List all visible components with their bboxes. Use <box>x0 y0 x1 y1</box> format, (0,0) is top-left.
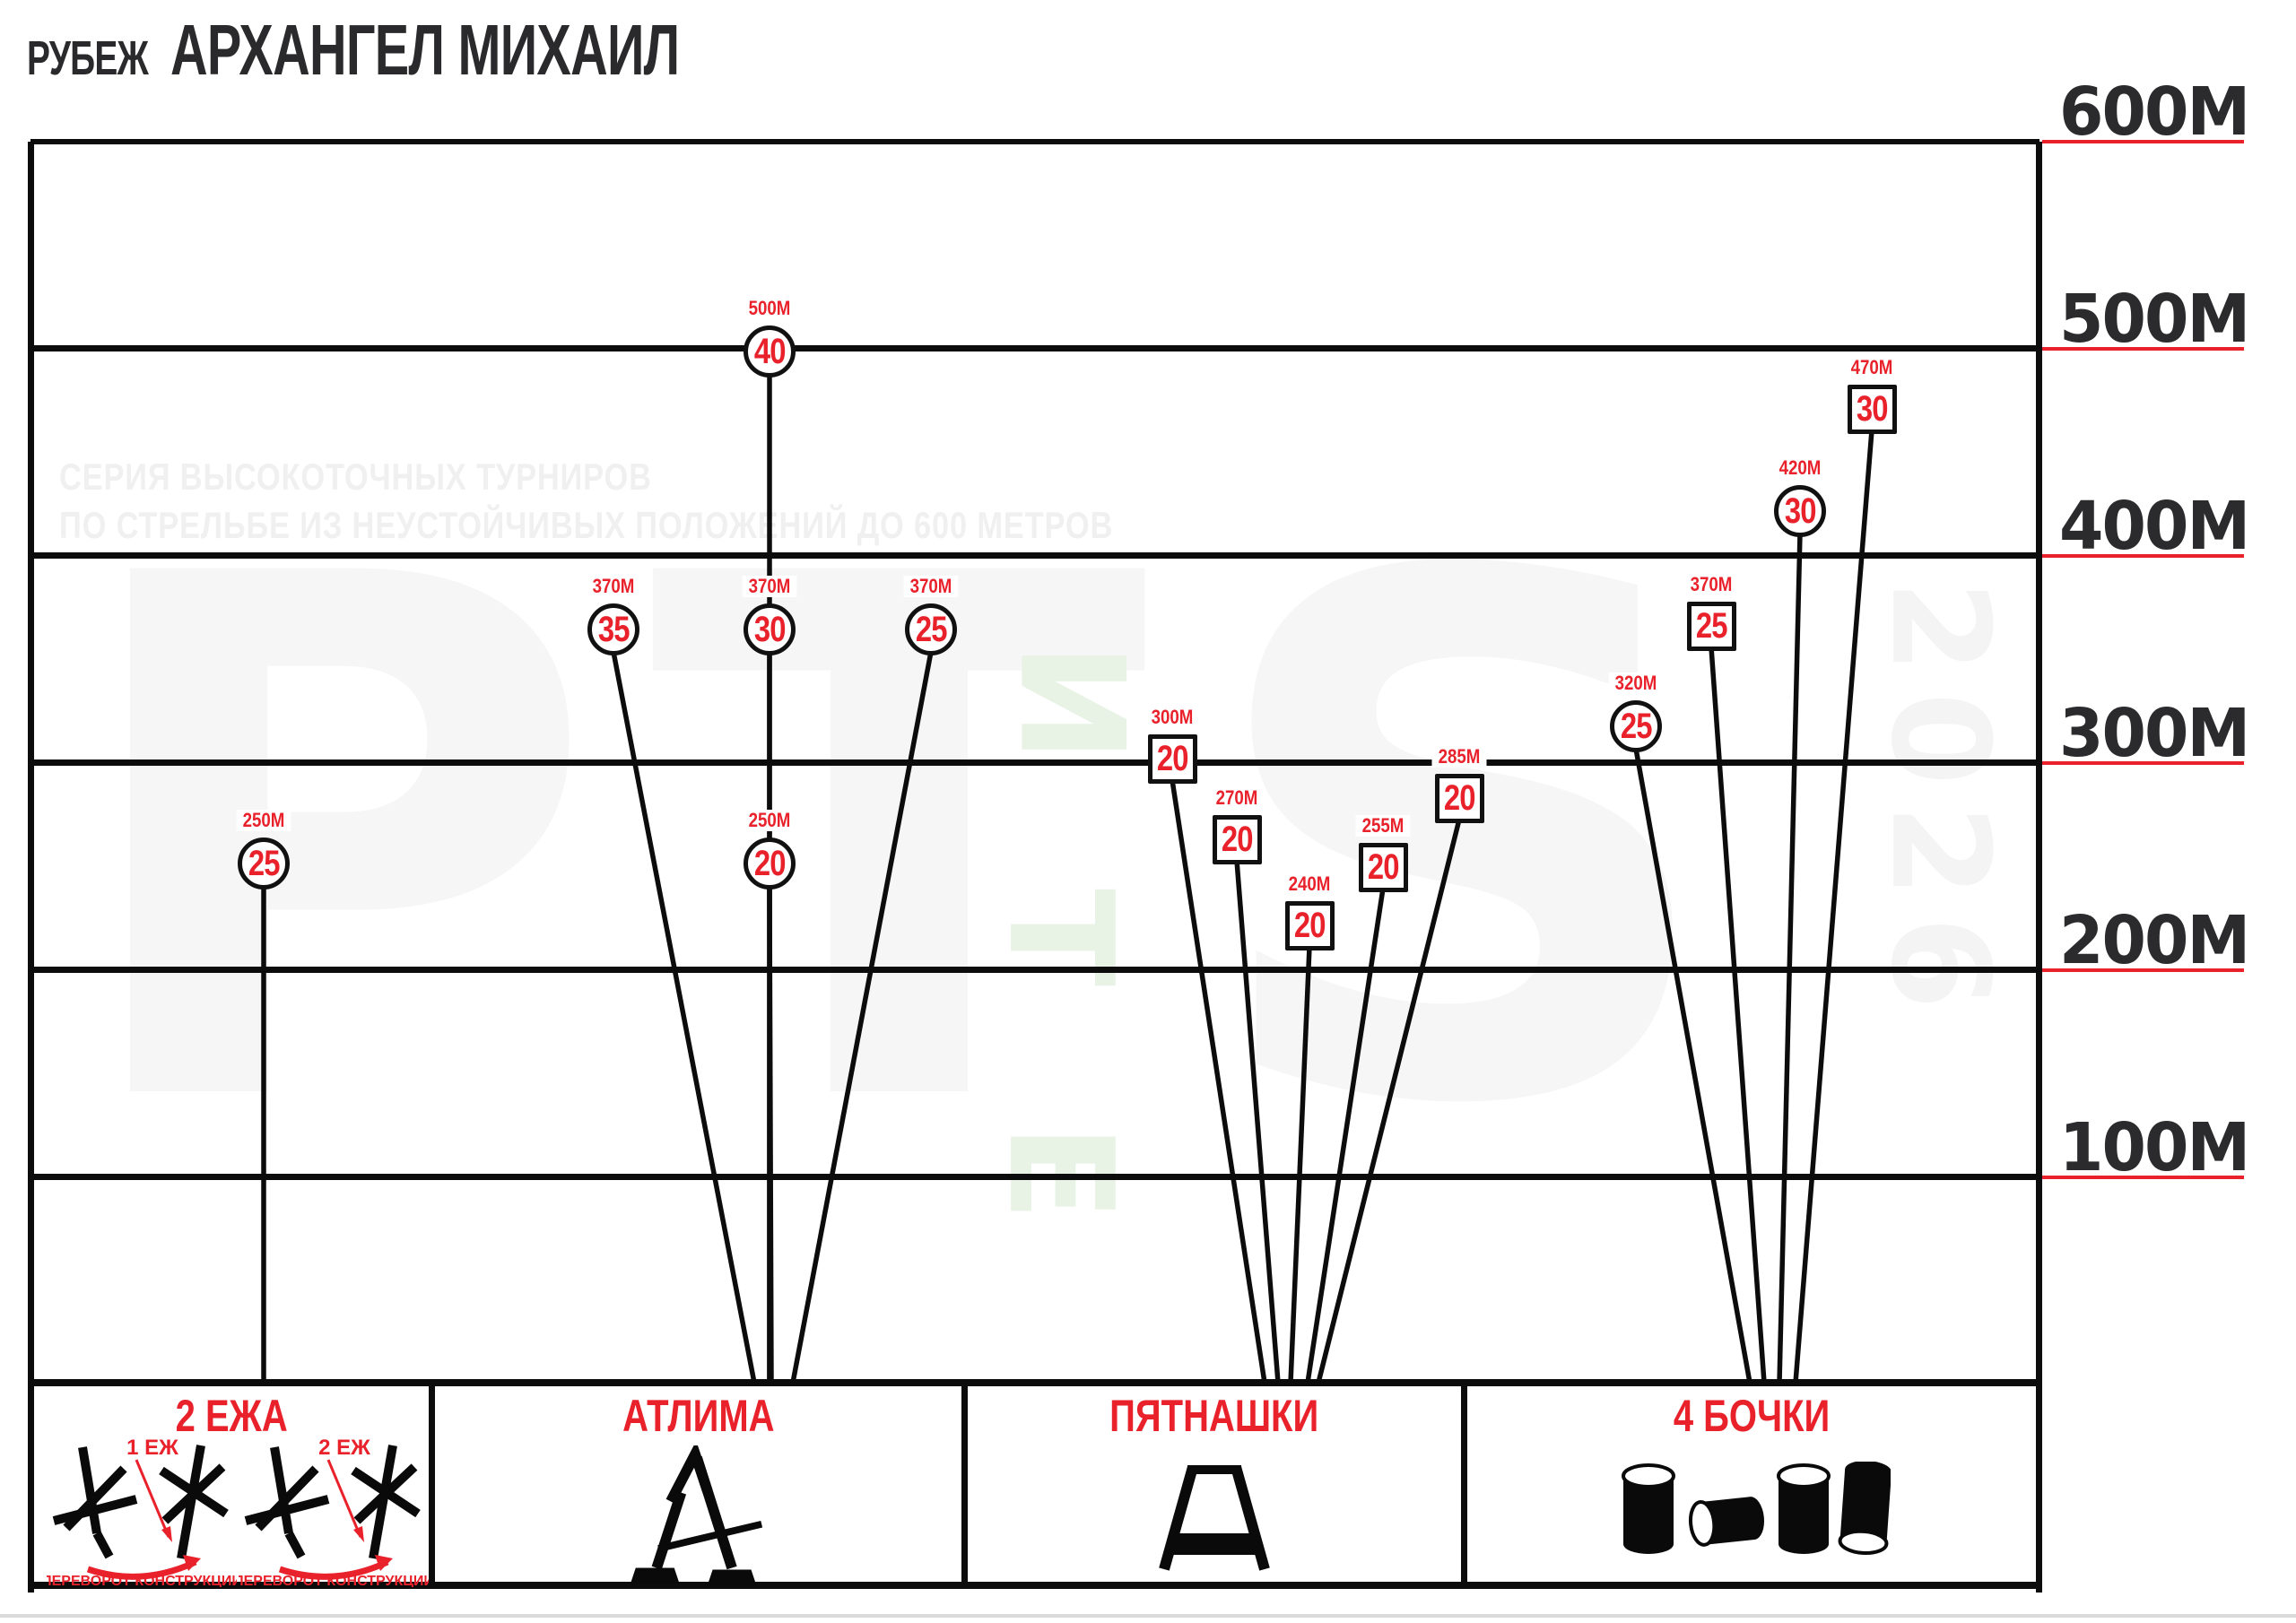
atlima-a-frame-icon <box>627 1440 770 1590</box>
target-marker-250M-20: 20 <box>744 838 796 890</box>
sight-line-4 БОЧКИ-320M <box>1633 748 1752 1384</box>
target-marker-300M-20: 20 <box>1147 733 1197 784</box>
grid-line-400m <box>30 552 2039 559</box>
target-marker-470M-30: 30 <box>1847 384 1897 434</box>
target-marker-370M-30: 30 <box>744 603 796 655</box>
stage-row: 2 ЕЖА <box>28 1379 2042 1589</box>
stage-title-2-ezha: 2 ЕЖА <box>175 1391 288 1441</box>
target-marker-500M-40: 40 <box>744 325 796 378</box>
target-distance-370M: 370M <box>586 576 641 597</box>
page-title-prefix: РУБЕЖ <box>27 31 149 85</box>
grid-line-100m <box>30 1174 2039 1180</box>
grid-line-600m <box>30 139 2039 144</box>
barrel-upright-1 <box>1622 1463 1675 1554</box>
watermark-line-1: СЕРИЯ ВЫСОКОТОЧНЫХ ТУРНИРОВ <box>59 456 652 498</box>
grid-line-300m <box>30 759 2039 766</box>
target-marker-370M-35: 35 <box>587 603 639 655</box>
stage-title-atlima: АТЛИМА <box>622 1391 775 1441</box>
hedgehog-1-flip-note: ПЕРЕВОРОТ КОНСТРУКЦИИ <box>47 1574 237 1587</box>
barrels-icon <box>1613 1460 1892 1567</box>
distance-rule-100m <box>2042 1176 2244 1179</box>
sight-line-ПЯТНАШКИ-240M <box>1288 946 1312 1384</box>
sight-line-ПЯТНАШКИ-300M <box>1170 779 1267 1384</box>
target-marker-240M-20: 20 <box>1284 900 1335 950</box>
target-distance-255M: 255M <box>1355 814 1411 837</box>
target-distance-370M: 370M <box>1683 573 1739 595</box>
stage-box-atlima: АТЛИМА <box>435 1379 968 1589</box>
distance-rule-500m <box>2042 347 2244 351</box>
target-marker-420M-30: 30 <box>1774 485 1826 537</box>
grid-line-500m <box>30 345 2039 352</box>
page-bottom-rule <box>0 1614 2296 1618</box>
target-marker-320M-25: 25 <box>1610 700 1662 752</box>
pyatnashki-a-frame-icon <box>1143 1465 1286 1575</box>
target-distance-250M: 250M <box>742 810 797 831</box>
distance-rule-200m <box>2042 968 2244 972</box>
stage-box-4-bochki: 4 БОЧКИ <box>1467 1379 2042 1589</box>
page-title-main: АРХАНГЕЛ МИХАИЛ <box>170 10 680 90</box>
sight-line-4 БОЧКИ-420M <box>1777 533 1803 1384</box>
distance-label-100m: 100M <box>2059 1109 2250 1186</box>
distance-label-500m: 500M <box>2059 281 2250 358</box>
sight-line-ПЯТНАШКИ-270M <box>1234 860 1281 1384</box>
sight-line-ПЯТНАШКИ-255M <box>1305 888 1386 1384</box>
barrel-side <box>1688 1497 1765 1547</box>
target-distance-285M: 285M <box>1431 745 1487 768</box>
hedgehog-1-icon: 1 ЕЖ ПЕРЕВОРОТ КОНСТРУКЦИИ <box>41 1433 242 1592</box>
sight-line-АТЛИМА-370M <box>611 651 757 1384</box>
target-marker-270M-20: 20 <box>1212 814 1262 864</box>
hedgehog-2-flip-note: ПЕРЕВОРОТ КОНСТРУКЦИИ <box>239 1574 429 1587</box>
target-marker-250M-25: 25 <box>238 838 290 890</box>
target-distance-370M: 370M <box>742 576 797 597</box>
barrel-inverted <box>1838 1460 1892 1556</box>
sight-line-ПЯТНАШКИ-285M <box>1316 819 1462 1384</box>
target-distance-370M: 370M <box>903 576 959 597</box>
distance-label-300m: 300M <box>2059 695 2250 772</box>
sight-line-АТЛИМА-370M <box>790 651 934 1384</box>
target-marker-370M-25: 25 <box>905 603 957 655</box>
target-distance-270M: 270M <box>1209 786 1265 809</box>
sight-line-АТЛИМА-250M <box>767 885 774 1384</box>
distance-rule-300m <box>2042 761 2244 765</box>
stage-box-pyatnashki: ПЯТНАШКИ <box>968 1379 1467 1589</box>
target-marker-370M-25: 25 <box>1686 601 1736 651</box>
hedgehog-1-label: 1 ЕЖ <box>126 1436 178 1460</box>
target-distance-250M: 250M <box>236 810 291 831</box>
target-marker-255M-20: 20 <box>1358 842 1408 892</box>
stage-title-4-bochki: 4 БОЧКИ <box>1673 1391 1831 1441</box>
target-distance-470M: 470M <box>1844 356 1900 378</box>
distance-rule-600m <box>2042 140 2244 143</box>
target-distance-300M: 300M <box>1144 706 1200 728</box>
target-distance-420M: 420M <box>1772 457 1828 479</box>
page-title: РУБЕЖ АРХАНГЕЛ МИХАИЛ <box>27 9 877 91</box>
target-distance-240M: 240M <box>1282 872 1337 895</box>
stage-box-2-ezha: 2 ЕЖА <box>28 1379 435 1589</box>
distance-label-200m: 200M <box>2059 902 2250 979</box>
hedgehog-2-icon: 2 ЕЖ ПЕРЕВОРОТ КОНСТРУКЦИИ <box>233 1433 434 1592</box>
distance-rule-400m <box>2042 554 2244 558</box>
grid-left-border <box>28 142 34 1593</box>
target-marker-285M-20: 20 <box>1434 773 1484 823</box>
target-distance-500M: 500M <box>742 298 797 319</box>
sight-line-4 БОЧКИ-370M <box>1709 647 1767 1384</box>
hedgehog-2-label: 2 ЕЖ <box>318 1436 370 1460</box>
target-distance-320M: 320M <box>1608 673 1664 694</box>
grid-right-border <box>2036 142 2042 1593</box>
barrel-upright-2 <box>1777 1463 1831 1554</box>
sight-line-4 БОЧКИ-470M <box>1793 430 1874 1384</box>
watermark-line-2: ПО СТРЕЛЬБЕ ИЗ НЕУСТОЙЧИВЫХ ПОЛОЖЕНИЙ ДО… <box>59 504 1114 546</box>
distance-label-400m: 400M <box>2059 488 2250 565</box>
grid-line-200m <box>30 967 2039 973</box>
distance-label-600m: 600M <box>2059 74 2250 151</box>
stage-title-pyatnashki: ПЯТНАШКИ <box>1109 1391 1319 1441</box>
